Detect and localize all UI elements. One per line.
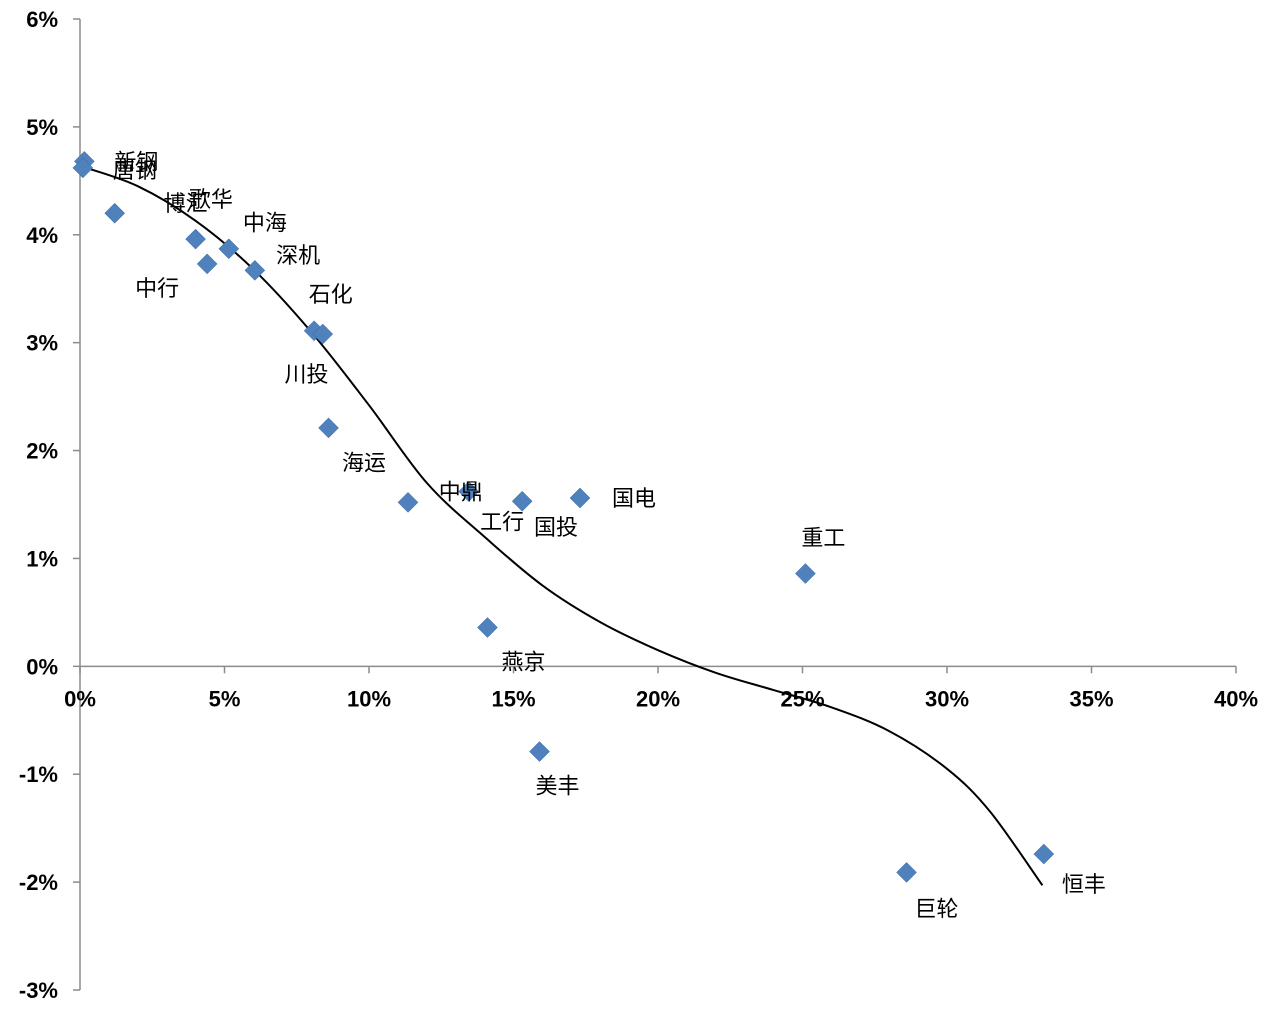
x-tick-label: 35% <box>1069 686 1113 711</box>
data-point-label: 深机 <box>276 244 320 269</box>
data-point-label: 中海 <box>243 211 287 236</box>
data-point <box>397 491 419 513</box>
data-point-label: 歌华 <box>189 188 233 213</box>
data-point <box>458 481 480 502</box>
y-tick-label: 5% <box>26 115 58 140</box>
data-point <box>196 253 218 275</box>
data-point <box>318 417 339 439</box>
y-tick-label: -3% <box>19 978 58 1003</box>
axes: 6%5%4%3%2%1%0%-1%-2%-3%0% 5% 10% 15% 20% 25% 3… <box>19 7 1258 1003</box>
data-point <box>477 617 498 638</box>
data-point <box>104 202 126 224</box>
data-point-label: 恒丰 <box>1062 873 1106 898</box>
data-point-label: 博汇 <box>164 192 208 217</box>
x-tick-label: 10% <box>347 686 391 711</box>
y-tick-label: 3% <box>26 331 58 356</box>
data-points <box>72 151 1055 883</box>
y-tick-label: 2% <box>26 439 58 464</box>
data-point-label: 石化 <box>309 283 353 308</box>
data-point <box>529 741 550 762</box>
data-point <box>569 487 591 509</box>
data-point-label: 中行 <box>135 277 179 302</box>
x-tick-label: 5% <box>209 686 241 711</box>
data-point <box>896 862 917 883</box>
data-point-label: 海运 <box>342 451 386 476</box>
data-point-label: 国投 <box>534 516 578 541</box>
data-point <box>185 228 206 250</box>
x-tick-label: 0% <box>64 686 96 711</box>
y-tick-label: 1% <box>26 546 58 571</box>
x-tick-label: 30% <box>925 686 969 711</box>
data-point-label: 新钢 <box>114 150 158 175</box>
x-tick-label: 40% <box>1214 686 1258 711</box>
y-tick-label: 4% <box>26 223 58 248</box>
data-point <box>218 238 240 260</box>
data-point <box>72 157 94 179</box>
x-tick-label: 20% <box>636 686 680 711</box>
data-point-label: 唐钢 <box>113 159 157 184</box>
data-point-label: 燕京 <box>501 650 545 675</box>
data-point-label: 川投 <box>285 363 329 388</box>
y-tick-label: 6% <box>26 7 58 32</box>
x-tick-label: 15% <box>491 686 535 711</box>
data-point-label: 国电 <box>612 487 656 512</box>
y-tick-label: -2% <box>19 870 58 895</box>
data-point <box>244 260 266 281</box>
data-point <box>511 490 533 512</box>
y-tick-label: -1% <box>19 762 58 787</box>
data-point-label: 重工 <box>801 527 845 552</box>
data-point <box>795 563 816 584</box>
data-point-label: 美丰 <box>536 775 580 800</box>
data-point-label: 巨轮 <box>915 897 959 922</box>
data-point <box>312 323 334 345</box>
data-point <box>1033 843 1055 865</box>
data-point-label: 中鼎 <box>439 481 483 506</box>
y-tick-label: 0% <box>26 654 58 679</box>
data-point-label: 工行 <box>480 510 524 535</box>
